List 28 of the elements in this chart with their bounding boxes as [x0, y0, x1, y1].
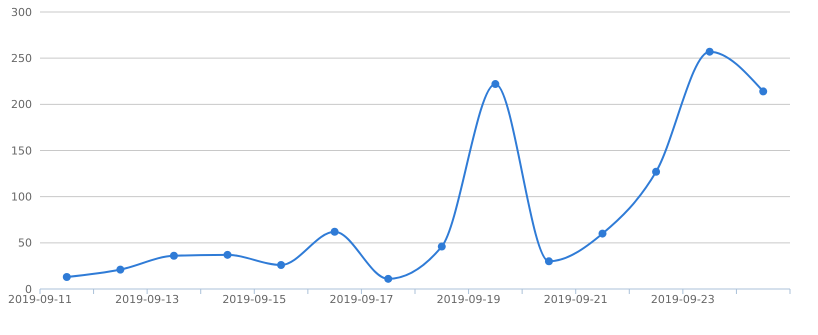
y-tick-label: 0 — [25, 282, 32, 296]
point — [438, 242, 446, 251]
x-tick-label: 2019-09-11 — [8, 293, 72, 306]
point — [170, 252, 178, 260]
point — [491, 80, 500, 88]
point — [384, 274, 392, 283]
y-tick-label: 50 — [18, 236, 32, 250]
y-tick-label: 200 — [11, 98, 32, 112]
x-tick-label: 2019-09-19 — [436, 293, 501, 306]
y-tick-label: 100 — [11, 190, 32, 204]
x-tick-label: 2019-09-23 — [650, 293, 715, 306]
point — [224, 250, 232, 259]
y-tick-label: 150 — [11, 144, 32, 158]
point — [759, 87, 768, 96]
y-tick-label: 300 — [11, 6, 32, 19]
y-tick-label: 250 — [11, 52, 32, 66]
point — [598, 230, 606, 238]
point — [652, 168, 660, 176]
point — [62, 272, 71, 281]
point — [706, 48, 714, 56]
x-tick-label: 2019-09-15 — [222, 293, 286, 306]
point — [277, 260, 286, 269]
x-tick-label: 2019-09-13 — [115, 293, 180, 306]
point — [330, 228, 339, 236]
x-tick-label: 2019-09-21 — [544, 293, 608, 306]
x-tick-label: 2019-09-17 — [329, 293, 394, 306]
point — [116, 266, 124, 274]
point — [544, 257, 553, 266]
